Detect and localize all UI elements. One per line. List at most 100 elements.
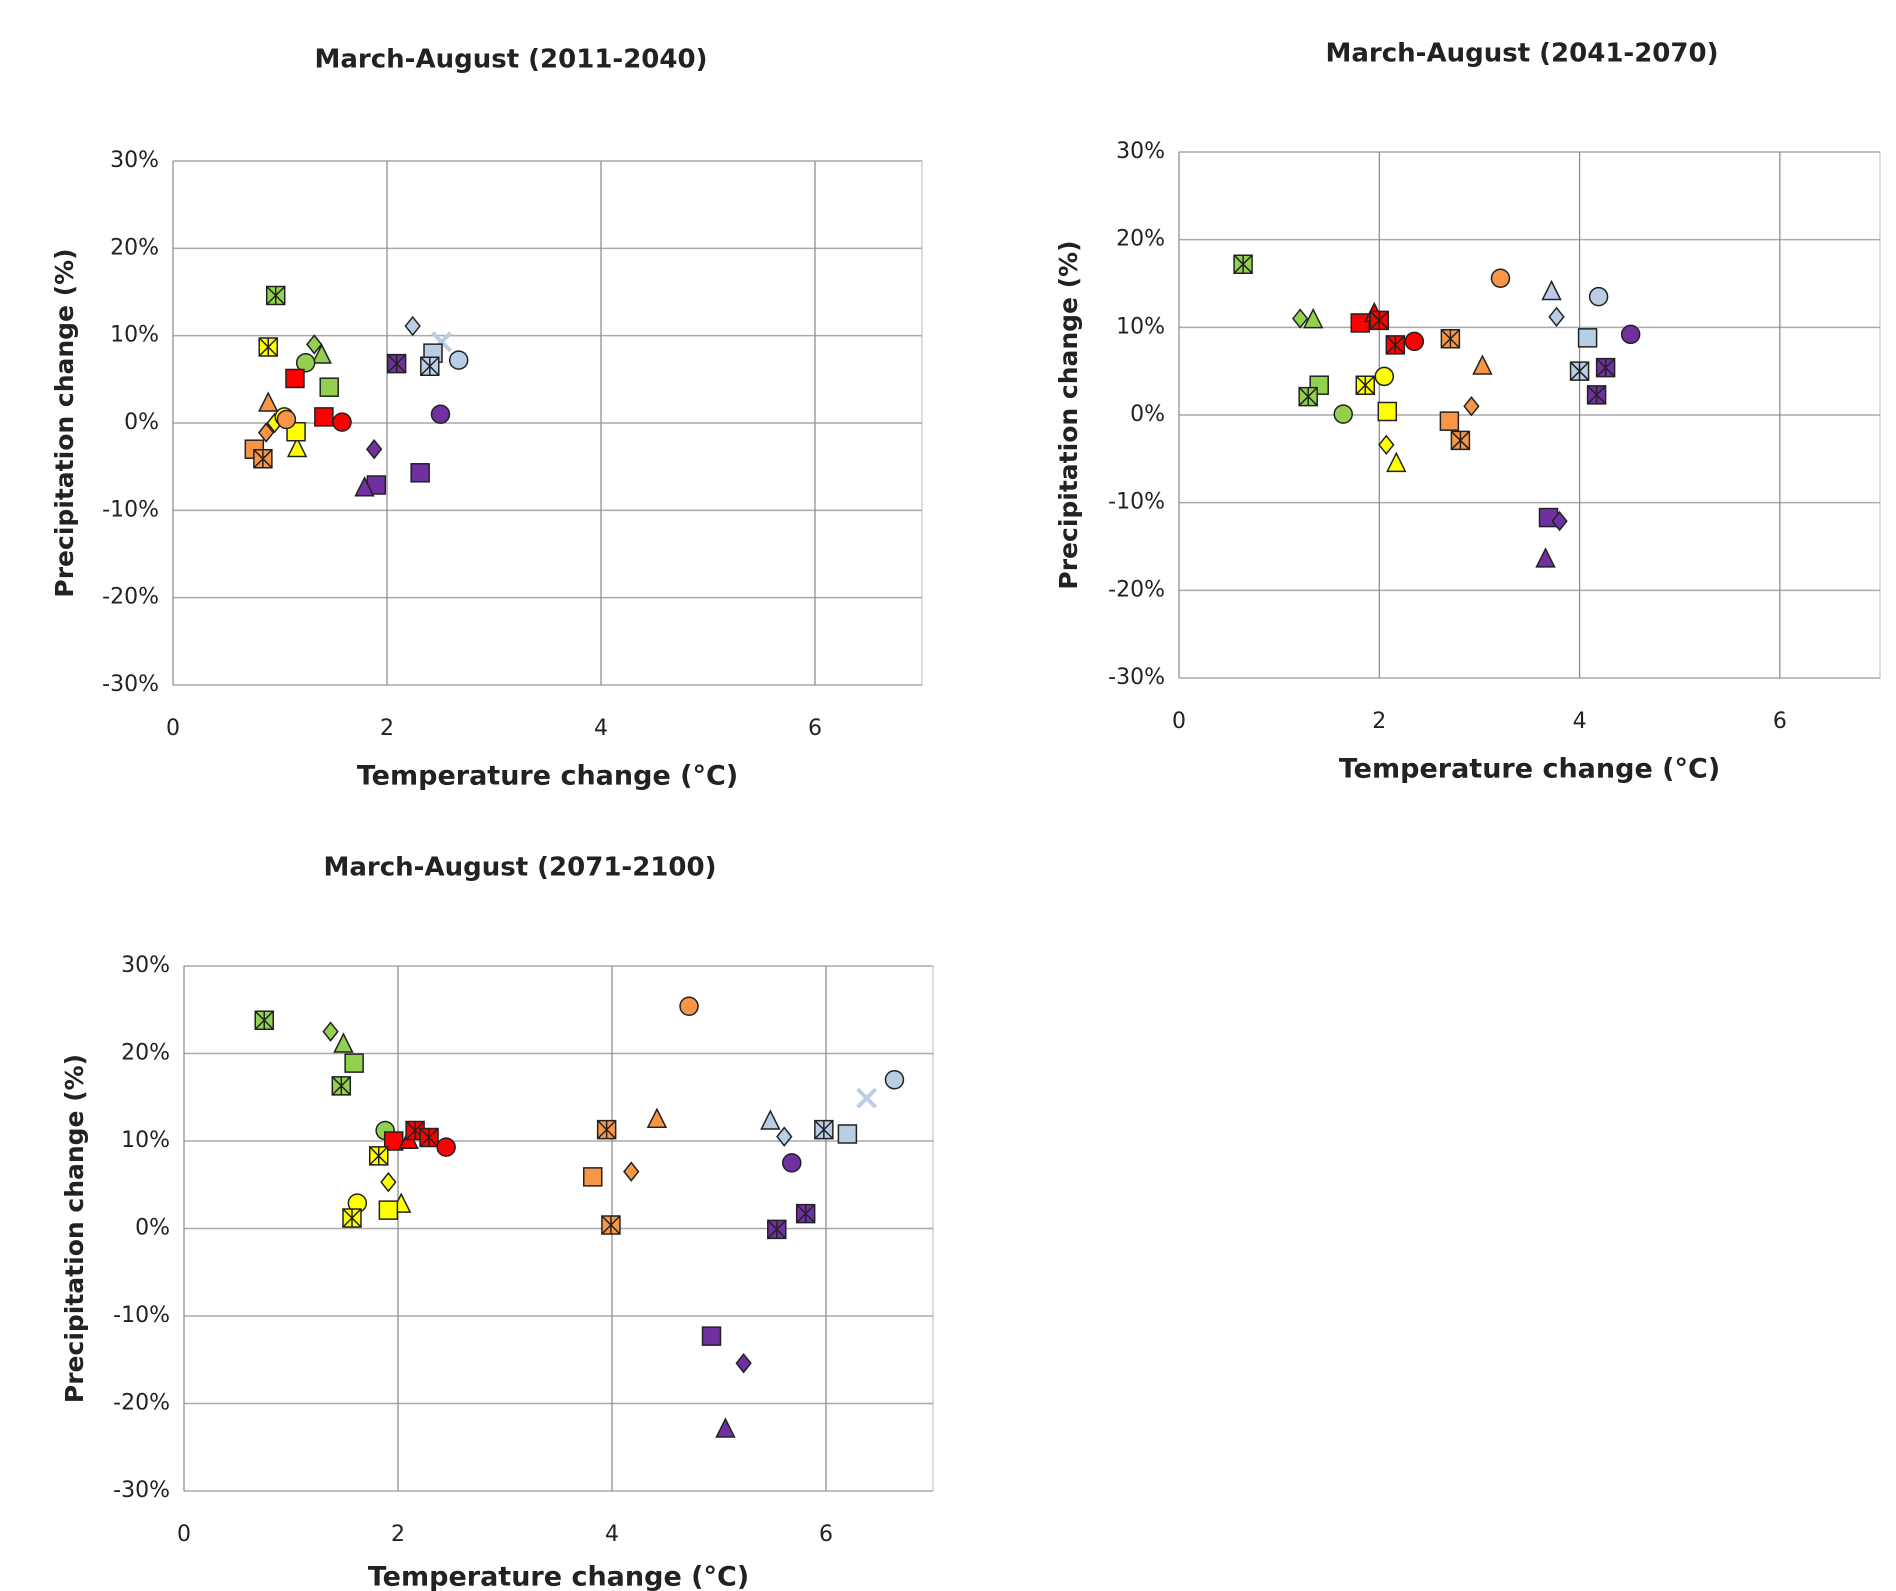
x-axis-label: Temperature change (°C): [357, 761, 738, 792]
point: [1439, 411, 1460, 431]
point: [276, 409, 297, 430]
point: [404, 315, 421, 337]
point: [1350, 313, 1371, 333]
point: [257, 422, 275, 443]
point: [735, 1353, 752, 1374]
chart-title: March-August (2011-2040): [315, 45, 708, 75]
point: [1404, 331, 1425, 352]
point: [1569, 361, 1590, 381]
point: [1541, 279, 1562, 301]
point: [344, 1053, 364, 1073]
point: [331, 1076, 352, 1096]
y-tick-label: -30%: [102, 672, 159, 697]
point: [1333, 404, 1353, 424]
y-tick-label: 30%: [110, 148, 159, 173]
point: [295, 352, 316, 373]
chart-title: March-August (2071-2100): [324, 853, 717, 883]
point: [253, 449, 273, 469]
point: [1551, 510, 1568, 532]
point: [601, 1215, 621, 1235]
point: [448, 350, 469, 370]
point: [814, 1119, 834, 1140]
point: [1233, 254, 1253, 274]
point: [258, 337, 278, 357]
point: [311, 343, 332, 364]
y-tick-label: 20%: [110, 235, 159, 260]
point: [701, 1326, 722, 1346]
point: [314, 407, 334, 427]
x-tick-label: 2: [1372, 709, 1386, 734]
y-tick-label: -30%: [1108, 665, 1165, 690]
y-tick-label: 30%: [121, 953, 170, 978]
y-tick-label: 0%: [1130, 402, 1165, 427]
point: [258, 391, 279, 412]
y-tick-label: -10%: [1108, 490, 1165, 515]
point: [776, 1126, 793, 1147]
point: [782, 1153, 802, 1173]
point: [1577, 328, 1598, 348]
y-tick-label: 20%: [121, 1041, 170, 1066]
point: [884, 1070, 905, 1090]
point: [679, 996, 699, 1016]
point: [436, 1137, 456, 1157]
x-tick-label: 0: [166, 716, 180, 741]
y-tick-label: 0%: [135, 1216, 170, 1241]
point: [332, 412, 352, 432]
point: [1369, 310, 1390, 331]
point: [365, 438, 383, 460]
point: [419, 1127, 439, 1148]
point: [1440, 328, 1461, 349]
chart: March-August (2011-2040) -30% -20% -10% 0% 10…: [50, 45, 923, 792]
point: [410, 463, 430, 483]
y-axis-label: Precipitation change (%): [50, 248, 79, 597]
point: [1588, 286, 1609, 307]
y-tick-label: 0%: [124, 410, 159, 435]
point: [1386, 451, 1407, 473]
point: [1298, 386, 1318, 407]
point: [1450, 430, 1471, 451]
point: [1595, 357, 1616, 378]
chart: March-August (2041-2070) -30% -20% -10% 0% 10…: [1054, 39, 1881, 785]
chart: March-August (2071-2100) -30% -20% -10% 0% 10…: [60, 853, 934, 1591]
point: [333, 1032, 354, 1053]
x-tick-label: 6: [819, 1522, 833, 1547]
point: [856, 1087, 878, 1109]
point: [1292, 308, 1309, 329]
y-axis-label: Precipitation change (%): [60, 1054, 89, 1403]
x-tick-label: 6: [808, 716, 822, 741]
point: [1385, 335, 1406, 355]
x-tick-label: 4: [1573, 709, 1587, 734]
y-tick-label: 10%: [121, 1128, 170, 1153]
point: [378, 1200, 399, 1220]
point: [837, 1124, 858, 1144]
y-tick-label: -20%: [113, 1391, 170, 1416]
y-tick-label: 10%: [110, 323, 159, 348]
point: [1377, 401, 1398, 422]
point: [1463, 396, 1480, 417]
point: [386, 353, 407, 374]
point: [1620, 324, 1641, 345]
point: [420, 356, 440, 376]
point: [1490, 268, 1511, 288]
y-tick-label: -20%: [102, 585, 159, 610]
point: [1586, 385, 1607, 405]
chart-title: March-August (2041-2070): [1326, 39, 1719, 69]
point: [596, 1119, 617, 1140]
y-tick-label: 30%: [1116, 139, 1165, 164]
point: [368, 1146, 389, 1166]
y-tick-label: -10%: [102, 497, 159, 522]
point: [319, 377, 339, 397]
point: [265, 285, 286, 306]
point: [760, 1109, 781, 1130]
x-tick-label: 0: [177, 1522, 191, 1547]
point: [306, 334, 323, 355]
y-tick-label: -10%: [113, 1303, 170, 1328]
point: [1548, 306, 1565, 328]
point: [646, 1107, 668, 1128]
point: [767, 1219, 787, 1240]
x-axis-label: Temperature change (°C): [1339, 754, 1720, 785]
point: [1378, 434, 1395, 456]
point: [354, 476, 375, 497]
point: [1374, 366, 1395, 387]
